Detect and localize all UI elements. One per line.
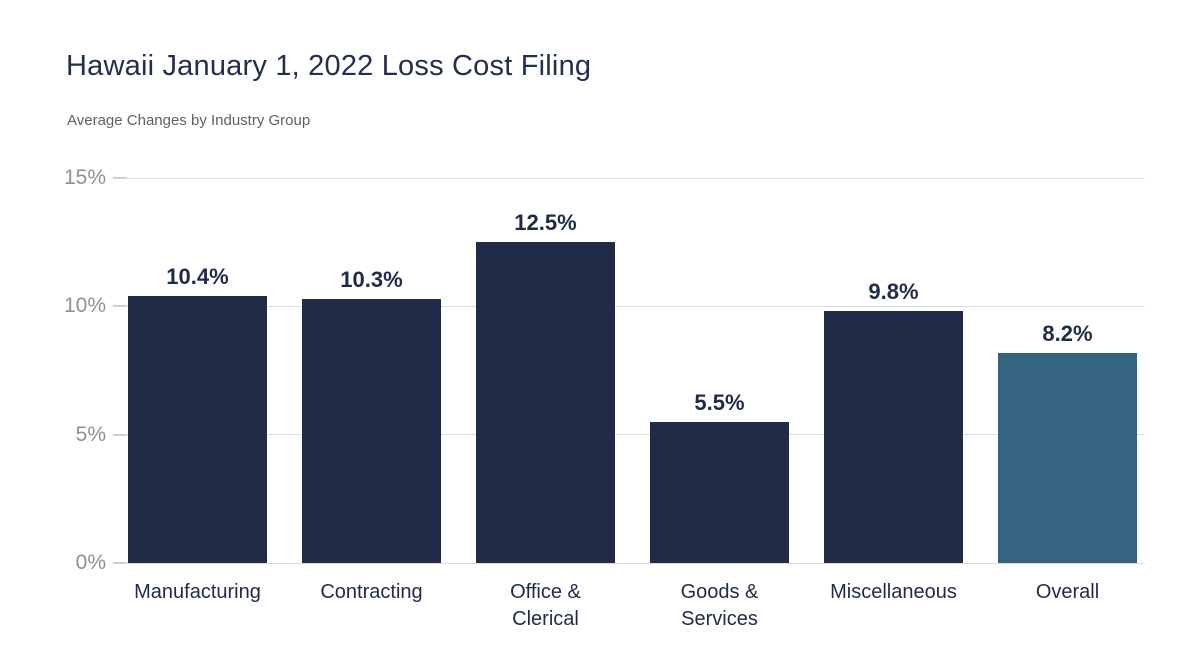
y-axis-tick: 10% — [0, 294, 127, 318]
y-axis-tick: 0% — [0, 551, 127, 575]
tick-mark — [113, 177, 127, 179]
x-axis-label-office-clerical: Office & Clerical — [510, 581, 581, 630]
y-tick-label: 0% — [75, 551, 106, 574]
plot-area: 10.4% Manufacturing 10.3% Contracting 12.5% O… — [125, 177, 1145, 630]
x-axis-label-contracting: Contracting — [320, 581, 423, 603]
tick-mark — [113, 562, 127, 564]
x-axis-label-miscellaneous: Miscellaneous — [830, 581, 957, 603]
gridline — [125, 305, 1145, 307]
bar-value-label-goods-services: 5.5% — [694, 389, 745, 415]
y-axis-tick: 15% — [0, 166, 127, 190]
y-tick-label: 15% — [63, 166, 106, 189]
bar-value-label-manufacturing: 10.4% — [166, 264, 229, 290]
y-tick-label: 10% — [63, 294, 106, 318]
x-axis-label-goods-services: Goods & Services — [680, 581, 759, 630]
x-axis-label-overall: Overall — [1035, 581, 1100, 603]
chart-title: Hawaii January 1, 2022 Loss Cost Filing — [66, 50, 592, 82]
y-tick-label: 5% — [75, 422, 106, 446]
bar-office-clerical — [476, 242, 615, 563]
chart-subtitle: Average Changes by Industry Group — [67, 112, 311, 129]
bar-value-label-miscellaneous: 9.8% — [868, 279, 919, 305]
bar-value-label-overall: 8.2% — [1042, 320, 1093, 346]
bar-value-label-office-clerical: 12.5% — [514, 210, 577, 236]
y-axis: 0% 5% 10% 15% — [0, 166, 127, 574]
x-axis-label-manufacturing: Manufacturing — [134, 581, 261, 603]
gridline — [125, 434, 1145, 436]
bar-manufacturing — [128, 296, 267, 563]
tick-mark — [113, 305, 127, 308]
gridline — [125, 562, 1145, 564]
tick-mark — [113, 433, 127, 436]
y-axis-tick: 5% — [0, 423, 127, 447]
bar-miscellaneous — [824, 311, 963, 563]
bar-value-label-contracting: 10.3% — [340, 266, 403, 292]
bar-goods-services — [650, 421, 789, 563]
bar-contracting — [302, 298, 441, 563]
gridline — [125, 177, 1145, 179]
bar-overall — [998, 352, 1137, 563]
